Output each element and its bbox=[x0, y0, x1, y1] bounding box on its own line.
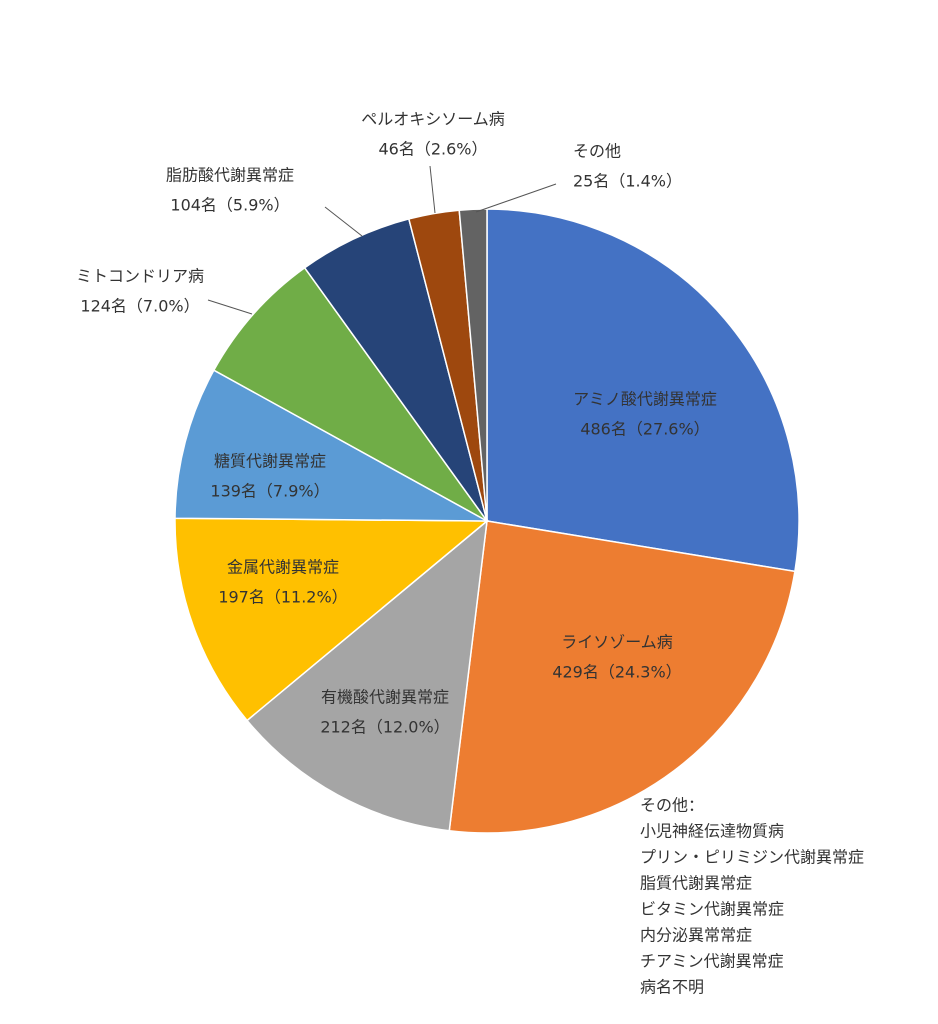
annotation: チアミン代謝異常症 bbox=[640, 952, 784, 971]
annotation: 小児神経伝達物質病 bbox=[640, 822, 784, 841]
value-label: 429名（24.3%） bbox=[552, 663, 681, 682]
value-label: 486名（27.6%） bbox=[580, 420, 709, 439]
value-label: 139名（7.9%） bbox=[210, 482, 329, 501]
slice-label: 金属代謝異常症 bbox=[227, 558, 339, 577]
leader-line bbox=[475, 183, 557, 213]
pie-slice bbox=[458, 208, 488, 522]
slice-label: ミトコンドリア病 bbox=[76, 267, 204, 286]
value-label: 212名（12.0%） bbox=[320, 718, 449, 737]
slice-label: アミノ酸代謝異常症 bbox=[573, 390, 717, 409]
annotation: ビタミン代謝異常症 bbox=[640, 900, 784, 919]
annotation: 内分泌異常常症 bbox=[640, 926, 752, 945]
value-label: 124名（7.0%） bbox=[80, 297, 199, 316]
slice-label: その他 bbox=[573, 142, 621, 161]
slice-label: ペルオキシソーム病 bbox=[361, 110, 505, 129]
annotation: 脂質代謝異常症 bbox=[640, 874, 752, 893]
pie-slice bbox=[212, 266, 488, 522]
leader-line bbox=[324, 206, 363, 237]
annotation: プリン・ピリミジン代謝異常症 bbox=[640, 848, 864, 867]
leader-line bbox=[429, 165, 436, 214]
slice-label: ライソゾーム病 bbox=[561, 633, 673, 652]
pie-slice bbox=[246, 519, 488, 832]
pie-slice bbox=[448, 520, 796, 834]
value-label: 46名（2.6%） bbox=[378, 140, 487, 159]
value-label: 104名（5.9%） bbox=[170, 196, 289, 215]
pie-slice bbox=[174, 517, 490, 722]
slice-label: 脂肪酸代謝異常症 bbox=[166, 166, 294, 185]
value-label: 197名（11.2%） bbox=[218, 588, 347, 607]
slice-label: 有機酸代謝異常症 bbox=[321, 688, 449, 707]
leader-line bbox=[207, 299, 253, 315]
annotation: 病名不明 bbox=[640, 978, 704, 997]
pie-slice bbox=[174, 369, 488, 522]
slice-label: 糖質代謝異常症 bbox=[214, 452, 326, 471]
pie bbox=[174, 208, 800, 834]
value-label: 25名（1.4%） bbox=[573, 172, 682, 191]
pie-slice bbox=[486, 208, 800, 573]
annotation-title: その他： bbox=[640, 796, 704, 815]
